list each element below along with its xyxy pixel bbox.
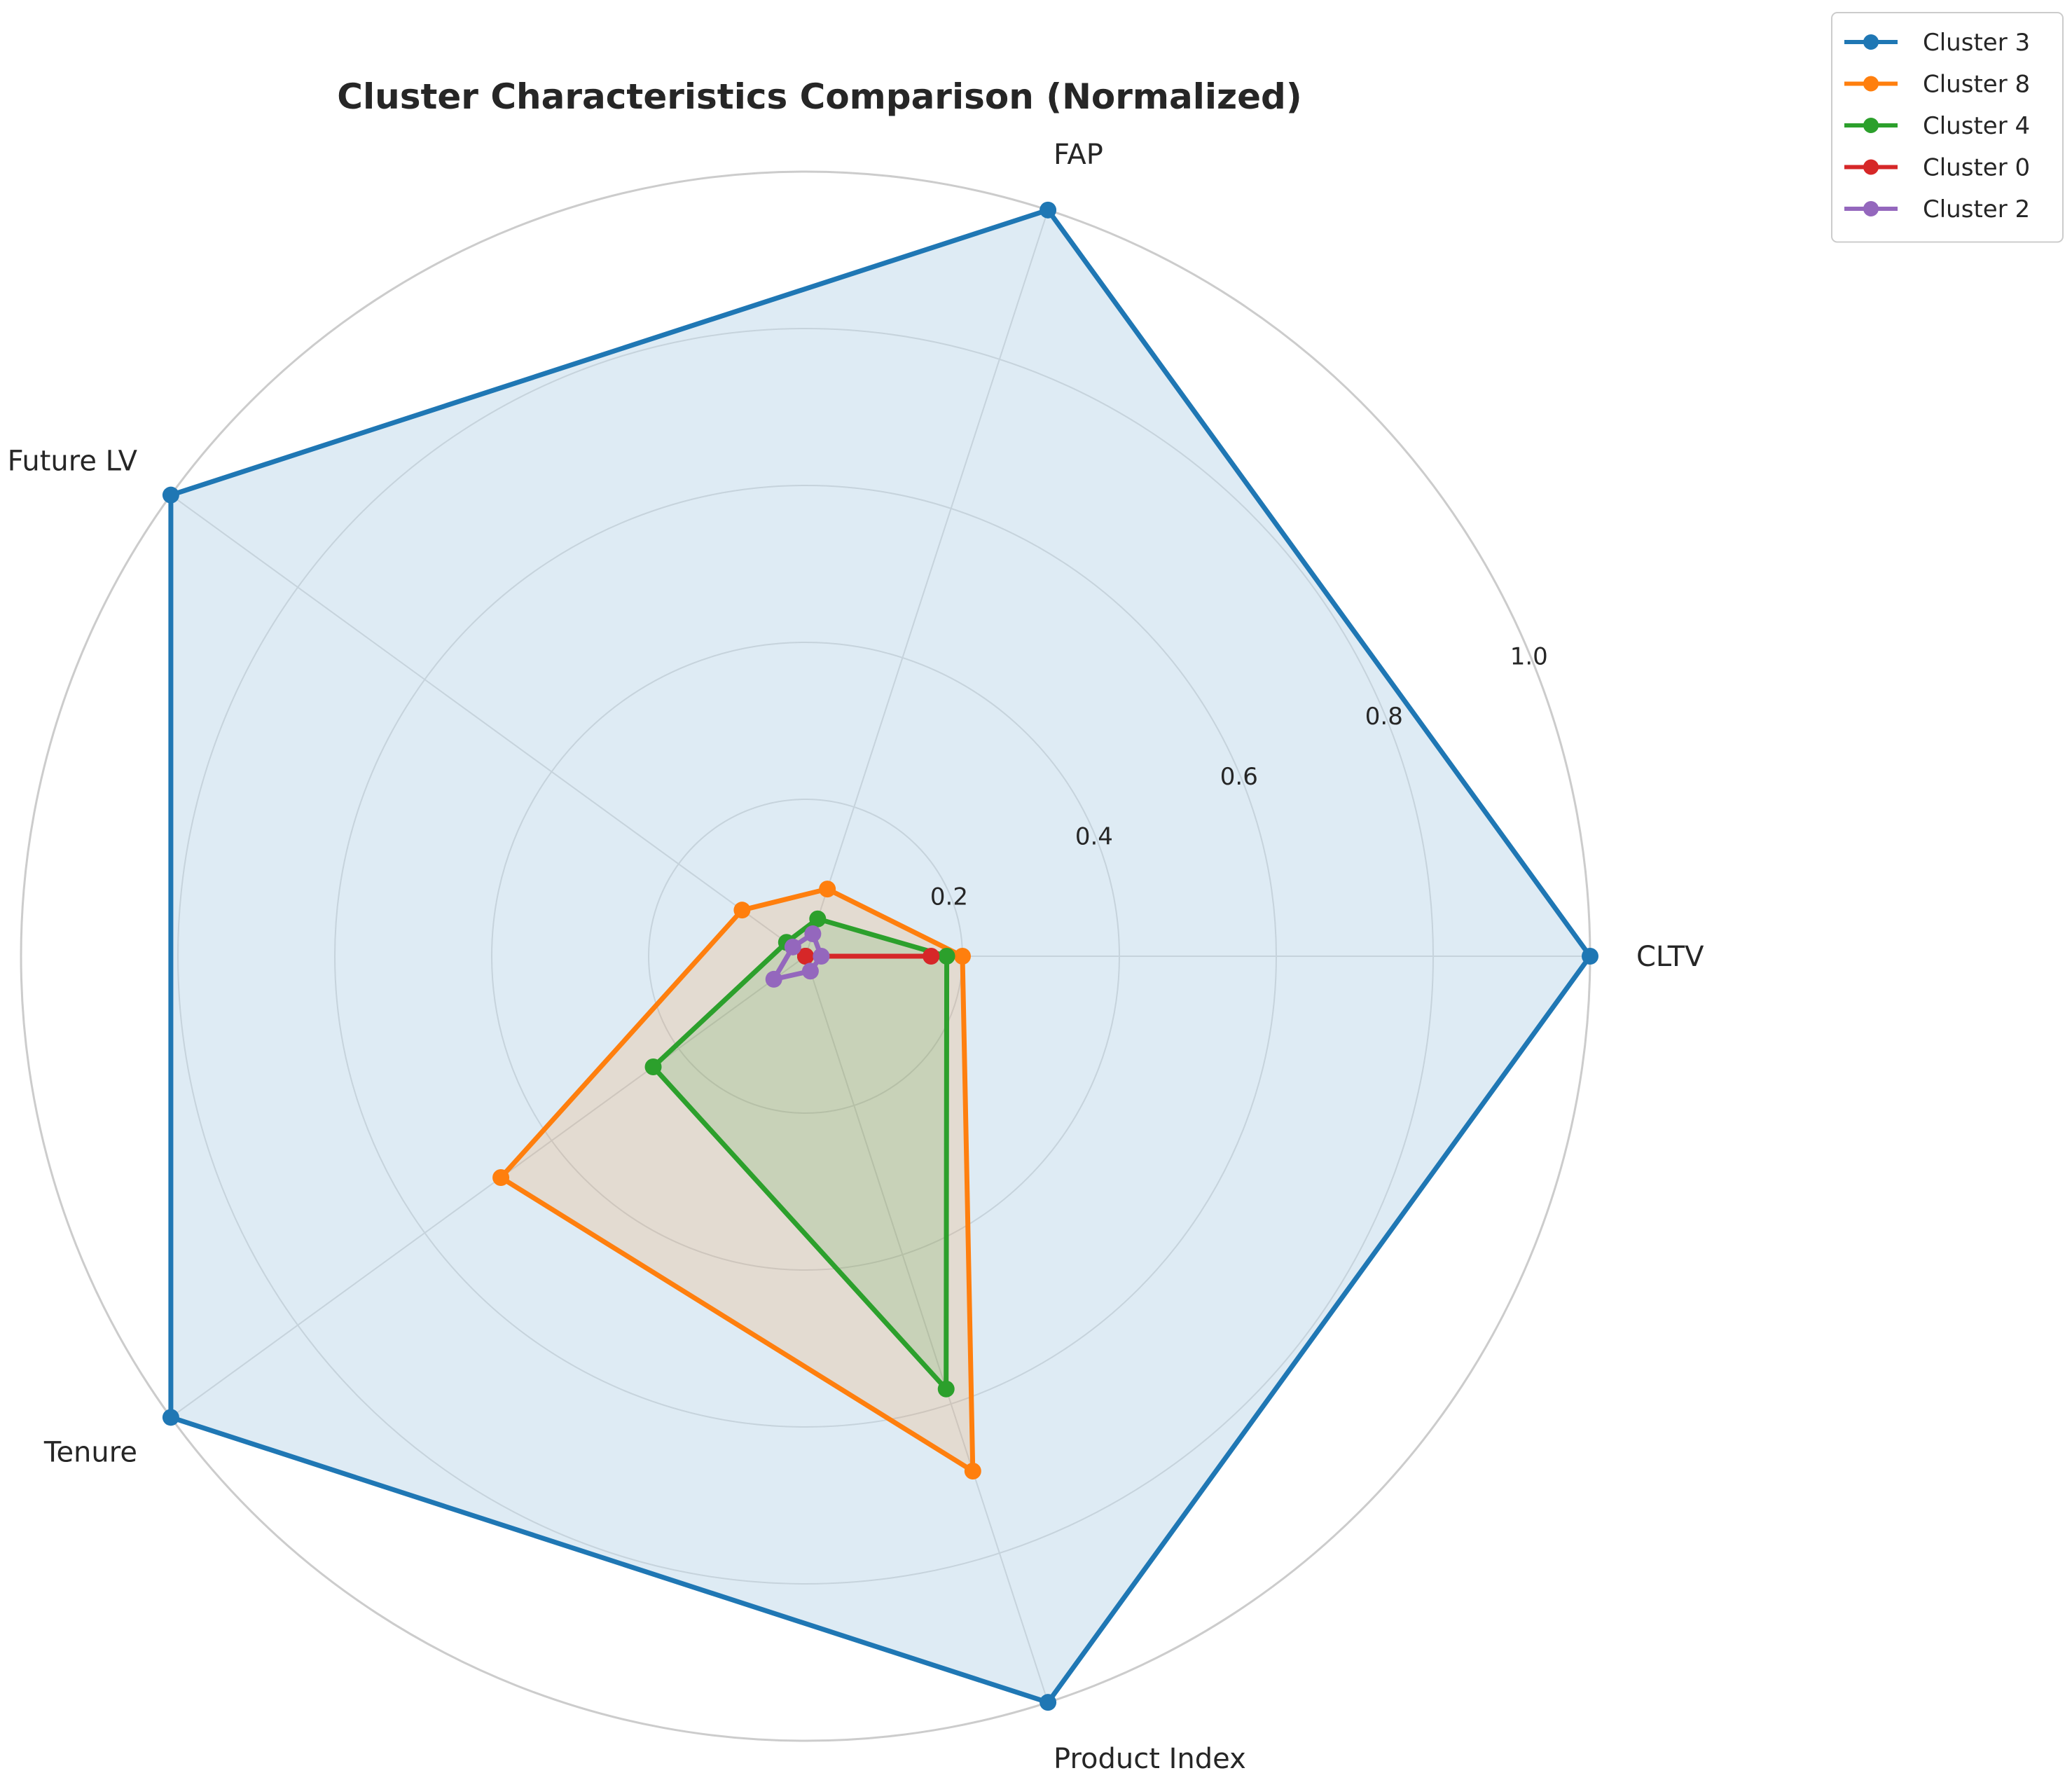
legend-item-3: Cluster 0: [1844, 154, 2030, 182]
series-0-point-2: [162, 486, 179, 504]
series-0-point-1: [1040, 201, 1057, 219]
legend-marker-3: [1863, 159, 1879, 175]
series-4: [765, 925, 830, 988]
spoke-3: [170, 956, 806, 1419]
series-1-point-3: [492, 1168, 510, 1186]
series-2-point-1: [809, 910, 827, 927]
series-2-point-0: [938, 948, 955, 965]
legend-label-0: Cluster 3: [1923, 29, 2030, 57]
legend-item-4: Cluster 2: [1844, 195, 2030, 223]
radial-tick-label-0: 0.2: [930, 883, 968, 911]
chart-title: Cluster Characteristics Comparison (Norm…: [337, 76, 1301, 117]
category-label-3: Tenure: [43, 1437, 137, 1469]
series-line-0: [168, 207, 1593, 1705]
legend-item-0: Cluster 3: [1844, 29, 2030, 57]
category-label-4: Product Index: [1054, 1743, 1246, 1773]
legend-marker-0: [1863, 34, 1879, 50]
series-4-point-3: [765, 970, 782, 988]
series-3-point-4: [797, 948, 814, 965]
legend-marker-2: [1863, 118, 1879, 133]
category-label-1: FAP: [1054, 139, 1103, 171]
series-1-point-0: [954, 948, 971, 965]
legend-label-2: Cluster 4: [1923, 112, 2030, 140]
legend-label-3: Cluster 0: [1923, 154, 2030, 182]
radial-tick-label-1: 0.4: [1075, 823, 1113, 851]
legend-label-1: Cluster 8: [1923, 71, 2030, 99]
series-line-2: [651, 916, 950, 1392]
category-label-0: CLTV: [1636, 941, 1704, 973]
radial-tick-label-3: 0.8: [1365, 703, 1403, 731]
spoke-4: [805, 956, 1049, 1703]
series-fill-1: [501, 889, 973, 1471]
category-label-2: Future LV: [8, 445, 138, 477]
series-0-point-3: [162, 1409, 179, 1426]
series-1-point-2: [733, 902, 751, 919]
legend-box: [1831, 12, 2064, 243]
legend: Cluster 3 Cluster 8 Cluster 4 Cluster 0 Clus…: [1831, 12, 2064, 243]
series-2-point-4: [937, 1380, 955, 1398]
spoke-2: [170, 494, 806, 957]
series-4-point-1: [804, 925, 822, 943]
series-3-point-0: [923, 948, 940, 965]
series-1-point-4: [964, 1462, 981, 1479]
series-2-point-3: [644, 1058, 662, 1075]
series-4-point-0: [813, 948, 830, 965]
radial-tick-label-4: 1.0: [1510, 642, 1548, 670]
series-4-point-2: [784, 938, 801, 956]
legend-item-2: Cluster 4: [1844, 112, 2030, 140]
series-1: [492, 881, 981, 1479]
series-1-point-1: [819, 881, 836, 898]
series-layer: [162, 201, 1598, 1711]
polar-grid: [20, 170, 1591, 1742]
legend-marker-4: [1863, 201, 1879, 216]
series-0-point-0: [1582, 948, 1598, 965]
radial-tick-label-2: 0.6: [1220, 763, 1258, 791]
series-4-point-4: [801, 963, 819, 980]
series-line-1: [498, 886, 976, 1474]
legend-marker-1: [1863, 76, 1879, 92]
legend-item-1: Cluster 8: [1844, 71, 2030, 99]
series-0-point-4: [1040, 1694, 1057, 1711]
legend-label-4: Cluster 2: [1923, 195, 2030, 223]
label-layer: 0.2 0.4 0.6 0.8 1.0 CLTV FAP Future LV Tenure Pro…: [8, 139, 1705, 1773]
spoke-1: [805, 209, 1049, 957]
series-fill-2: [653, 918, 947, 1389]
series-3: [797, 948, 940, 965]
